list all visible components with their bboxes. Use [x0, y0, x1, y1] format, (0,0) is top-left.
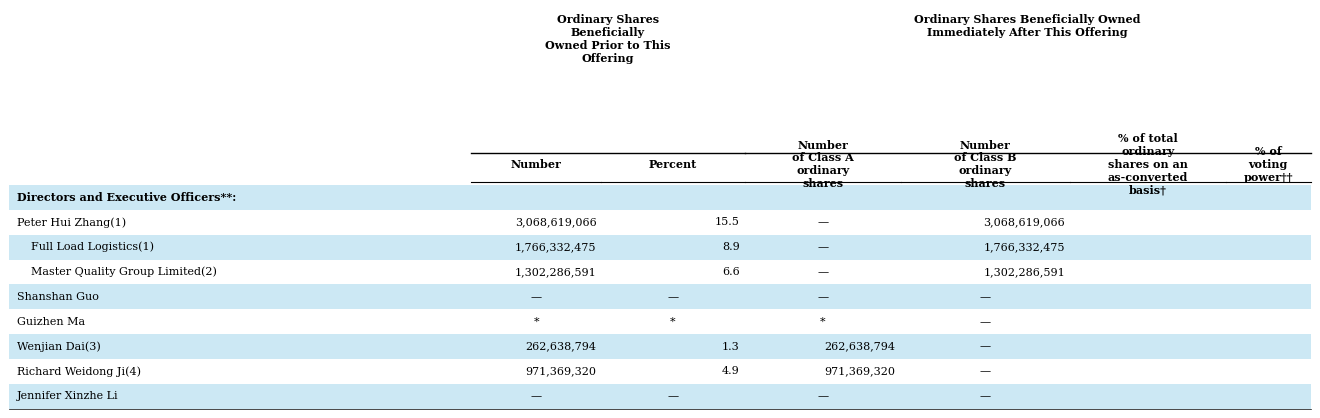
Text: 1,302,286,591: 1,302,286,591 [515, 267, 597, 277]
Text: *: * [671, 317, 676, 327]
Bar [9, 9, 1311, 185]
Text: Ordinary Shares Beneficially Owned
Immediately After This Offering: Ordinary Shares Beneficially Owned Immed… [915, 14, 1140, 38]
Text: —: — [979, 292, 991, 302]
Text: 262,638,794: 262,638,794 [825, 342, 896, 352]
Text: —: — [979, 367, 991, 376]
Text: —: — [817, 217, 828, 227]
Text: —: — [668, 391, 678, 401]
Bar [9, 359, 1311, 384]
Text: 4.9: 4.9 [722, 367, 739, 376]
Text: Peter Hui Zhang(1): Peter Hui Zhang(1) [17, 217, 127, 227]
Text: Number
of Class B
ordinary
shares: Number of Class B ordinary shares [954, 140, 1016, 189]
Text: —: — [979, 342, 991, 352]
Bar [9, 309, 1311, 334]
Bar [9, 334, 1311, 359]
Bar [9, 185, 1311, 210]
Text: Number: Number [511, 159, 562, 170]
Text: Wenjian Dai(3): Wenjian Dai(3) [17, 341, 102, 352]
Text: Percent: Percent [649, 159, 697, 170]
Text: —: — [817, 267, 828, 277]
Text: Guizhen Ma: Guizhen Ma [17, 317, 86, 327]
Bar [9, 284, 1311, 309]
Text: 971,369,320: 971,369,320 [525, 367, 597, 376]
Text: —: — [531, 292, 543, 302]
Bar [9, 210, 1311, 235]
Text: 15.5: 15.5 [714, 217, 739, 227]
Text: —: — [817, 242, 828, 252]
Text: Master Quality Group Limited(2): Master Quality Group Limited(2) [17, 267, 218, 277]
Text: —: — [817, 391, 828, 401]
Text: —: — [979, 391, 991, 401]
Text: Ordinary Shares
Beneficially
Owned Prior to This
Offering: Ordinary Shares Beneficially Owned Prior… [545, 14, 671, 64]
Text: Number
of Class A
ordinary
shares: Number of Class A ordinary shares [792, 140, 854, 189]
Text: —: — [668, 292, 678, 302]
Text: *: * [533, 317, 539, 327]
Text: Shanshan Guo: Shanshan Guo [17, 292, 99, 302]
Text: Jennifer Xinzhe Li: Jennifer Xinzhe Li [17, 391, 119, 401]
Text: 8.9: 8.9 [722, 242, 739, 252]
Text: % of total
ordinary
shares on an
as-converted
basis†: % of total ordinary shares on an as-conv… [1107, 133, 1188, 195]
Text: *: * [820, 317, 825, 327]
Text: 971,369,320: 971,369,320 [825, 367, 896, 376]
Text: —: — [817, 292, 828, 302]
Text: Directors and Executive Officers**:: Directors and Executive Officers**: [17, 192, 236, 203]
Text: 1.3: 1.3 [722, 342, 739, 352]
Bar [9, 384, 1311, 409]
Text: 1,766,332,475: 1,766,332,475 [983, 242, 1065, 252]
Text: —: — [531, 391, 543, 401]
Text: 1,302,286,591: 1,302,286,591 [983, 267, 1065, 277]
Bar [9, 260, 1311, 284]
Text: 3,068,619,066: 3,068,619,066 [983, 217, 1065, 227]
Text: 6.6: 6.6 [722, 267, 739, 277]
Bar [9, 235, 1311, 260]
Text: 262,638,794: 262,638,794 [525, 342, 597, 352]
Text: 1,766,332,475: 1,766,332,475 [515, 242, 597, 252]
Text: 3,068,619,066: 3,068,619,066 [515, 217, 597, 227]
Text: —: — [979, 317, 991, 327]
Text: Full Load Logistics(1): Full Load Logistics(1) [17, 242, 154, 252]
Text: % of
voting
power††: % of voting power†† [1243, 146, 1294, 183]
Text: Richard Weidong Ji(4): Richard Weidong Ji(4) [17, 366, 141, 377]
